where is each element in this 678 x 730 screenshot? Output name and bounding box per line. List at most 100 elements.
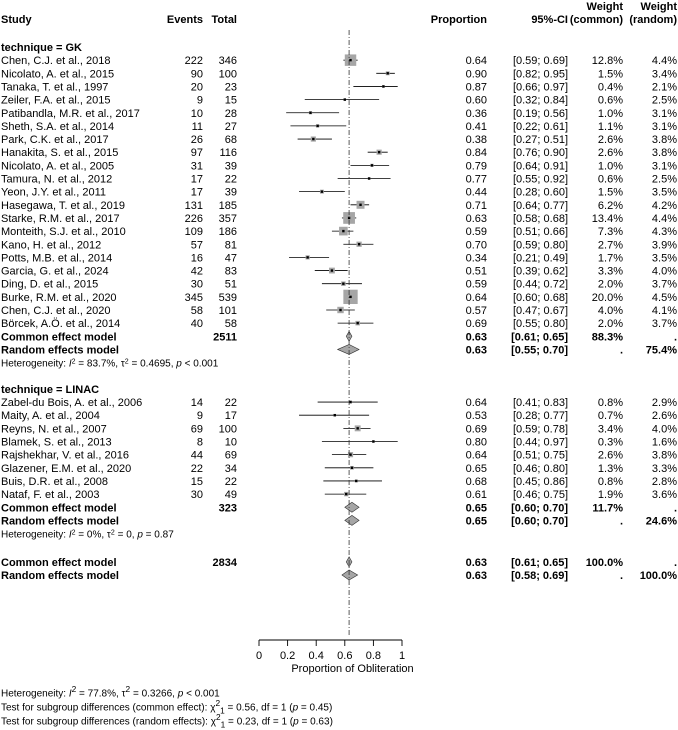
weight-random-value: 4.4%	[652, 213, 677, 225]
study-point-estimate	[342, 282, 345, 285]
ci-value: [0.22; 0.61]	[513, 121, 568, 133]
header-weight-common-1: Weight	[587, 1, 624, 13]
events-value: 345	[185, 292, 203, 304]
proportion-value: 0.68	[466, 476, 487, 488]
weight-common-value: 0.6%	[598, 95, 623, 107]
weight-random-value: 4.2%	[652, 200, 677, 212]
study-point-estimate	[306, 256, 309, 259]
subgroup-common-effect-estimate: 0.65	[466, 502, 487, 514]
subgroup-title: technique = LINAC	[1, 384, 99, 396]
weight-random-value: 3.5%	[652, 187, 677, 199]
proportion-value: 0.41	[466, 121, 487, 133]
weight-common-value: 2.0%	[598, 318, 623, 330]
header-ci: 95%-CI	[531, 14, 568, 26]
total-value: 39	[225, 187, 237, 199]
study-point-estimate	[382, 85, 385, 88]
study-label: Zabel-du Bois, A. et al., 2006	[1, 397, 142, 409]
weight-common-value: 1.0%	[598, 108, 623, 120]
study-label: Potts, M.B. et al., 2014	[1, 252, 112, 264]
total-value: 81	[225, 239, 237, 251]
study-label: Blamek, S. et al., 2013	[1, 437, 112, 449]
subgroup-common-effect-weight-random: .	[674, 331, 677, 343]
weight-random-value: 4.4%	[652, 55, 677, 67]
ci-value: [0.51; 0.75]	[513, 450, 568, 462]
subgroup-common-effect-weight-common: 11.7%	[592, 502, 623, 514]
total-value: 17	[225, 410, 237, 422]
subgroup-common-effect-total: 323	[219, 502, 237, 514]
subgroup-common-effect-ci: [0.60; 0.70]	[511, 502, 568, 514]
events-value: 97	[191, 147, 203, 159]
subgroup-common-effect-diamond	[344, 501, 360, 513]
ci-value: [0.58; 0.68]	[513, 213, 568, 225]
overall-random-effects-estimate: 0.63	[466, 570, 487, 582]
ci-value: [0.41; 0.83]	[513, 397, 568, 409]
weight-random-value: 2.6%	[652, 410, 677, 422]
study-label: Hasegawa, T. et al., 2019	[1, 200, 125, 212]
subgroup-common-effect-label: Common effect model	[1, 331, 117, 343]
subgroup-random-effects-estimate: 0.65	[466, 515, 487, 527]
proportion-value: 0.64	[466, 55, 487, 67]
total-value: 15	[225, 95, 237, 107]
weight-random-value: 3.8%	[652, 450, 677, 462]
events-value: 20	[191, 81, 203, 93]
weight-common-value: 1.5%	[598, 187, 623, 199]
study-point-estimate	[377, 151, 381, 154]
weight-common-value: 0.8%	[598, 476, 623, 488]
study-point-estimate	[349, 453, 352, 456]
subgroup-common-effect-estimate: 0.63	[466, 331, 487, 343]
ci-value: [0.51; 0.66]	[513, 226, 568, 238]
events-value: 15	[191, 476, 203, 488]
subgroup-heterogeneity: Heterogeneity: I2 = 0%, τ2 = 0, p = 0.87	[1, 529, 174, 541]
study-label: Buis, D.R. et al., 2008	[1, 476, 108, 488]
subgroup-common-effect-ci: [0.61; 0.65]	[511, 331, 568, 343]
total-value: 10	[225, 437, 237, 449]
total-value: 69	[225, 450, 237, 462]
total-value: 47	[225, 252, 237, 264]
study-point-estimate	[316, 124, 319, 128]
ci-value: [0.46; 0.80]	[513, 463, 568, 475]
weight-random-value: 2.9%	[652, 397, 677, 409]
events-value: 17	[191, 187, 203, 199]
proportion-value: 0.69	[466, 318, 487, 330]
study-point-estimate	[330, 269, 334, 272]
total-value: 23	[225, 81, 237, 93]
study-label: Ding, D. et al., 2015	[1, 279, 98, 291]
header-events: Events	[167, 14, 203, 26]
overall-common-effect-weight-common: 100.0%	[586, 557, 624, 569]
weight-common-value: 0.7%	[598, 410, 623, 422]
events-value: 9	[197, 95, 203, 107]
ci-value: [0.64; 0.91]	[513, 160, 568, 172]
total-value: 28	[225, 108, 237, 120]
total-value: 39	[225, 160, 237, 172]
events-value: 8	[197, 437, 203, 449]
ci-value: [0.55; 0.80]	[513, 318, 568, 330]
subgroup-heterogeneity: Heterogeneity: I2 = 83.7%, τ2 = 0.4695, …	[1, 358, 219, 370]
study-point-estimate	[386, 72, 389, 75]
proportion-value: 0.38	[466, 134, 487, 146]
study-label: Burke, R.M. et al., 2020	[1, 292, 117, 304]
events-value: 109	[185, 226, 203, 238]
events-value: 30	[191, 489, 203, 501]
proportion-value: 0.60	[466, 95, 487, 107]
ci-value: [0.19; 0.56]	[513, 108, 568, 120]
study-point-estimate	[312, 137, 315, 141]
proportion-value: 0.57	[466, 305, 487, 317]
total-value: 22	[225, 397, 237, 409]
weight-common-value: 2.0%	[598, 279, 623, 291]
weight-random-value: 2.5%	[652, 95, 677, 107]
proportion-value: 0.59	[466, 279, 487, 291]
weight-common-value: 1.1%	[598, 121, 623, 133]
study-label: Reyns, N. et al., 2007	[1, 423, 107, 435]
study-point-estimate	[320, 190, 324, 193]
weight-random-value: 3.6%	[652, 489, 677, 501]
total-value: 100	[219, 68, 237, 80]
subgroup-common-effect-diamond	[345, 330, 353, 342]
header-total: Total	[212, 14, 237, 26]
ci-value: [0.76; 0.90]	[513, 147, 568, 159]
study-label: Chen, C.J. et al., 2018	[1, 55, 110, 67]
events-value: 17	[191, 174, 203, 186]
events-value: 90	[191, 68, 203, 80]
test-subgroup-common: Test for subgroup differences (common ef…	[1, 698, 333, 716]
study-point-estimate	[343, 98, 346, 101]
